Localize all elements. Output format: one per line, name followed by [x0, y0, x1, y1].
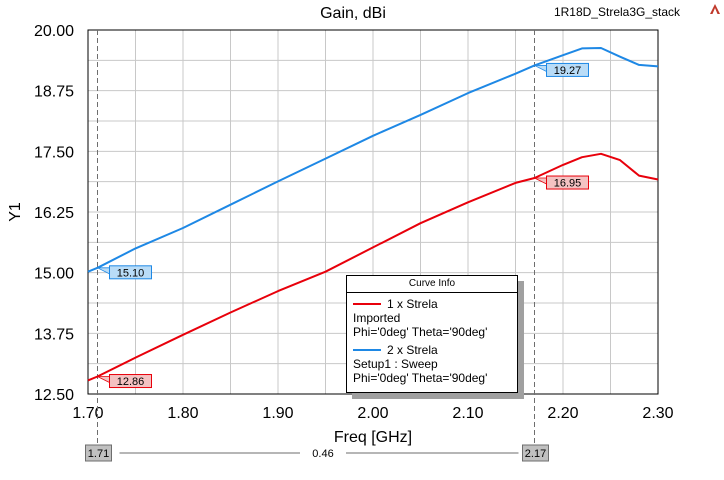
marker-box[interactable] — [546, 62, 589, 77]
marker-label: 16.95 — [554, 178, 582, 190]
y-tick-label: 20.00 — [34, 23, 74, 40]
y-tick-label: 12.50 — [34, 387, 74, 404]
legend-angles: Phi='0deg' Theta='90deg' — [353, 371, 488, 385]
cursor-handle-right[interactable] — [522, 444, 549, 462]
x-tick-label: 2.00 — [357, 405, 388, 422]
marker-box[interactable] — [546, 175, 589, 190]
y-tick-label: 18.75 — [34, 84, 74, 101]
series-line — [87, 47, 659, 273]
marker-pointer — [97, 376, 110, 384]
x-tick-label: 1.80 — [167, 405, 198, 422]
x-tick-label: 1.70 — [72, 405, 103, 422]
legend-shadow-bottom — [352, 393, 524, 399]
delta-backdrop — [300, 446, 346, 460]
x-ticks: 1.70 1.80 1.90 2.00 2.10 2.20 2.30 — [72, 405, 673, 422]
series-line — [87, 152, 659, 382]
x-tick-label: 2.10 — [452, 405, 483, 422]
cursor-bar[interactable]: 0.46 1.71 2.17 — [85, 444, 549, 462]
x-tick-label: 2.30 — [642, 405, 673, 422]
legend-series-name: 1 x Strela — [387, 297, 438, 311]
y-tick-label: 16.25 — [34, 205, 74, 222]
marker-pointer — [534, 65, 547, 73]
legend-source: Setup1 : Sweep — [353, 357, 438, 371]
y-ticks: 12.50 13.75 15.00 16.25 17.50 18.75 20.00 — [34, 23, 74, 404]
legend-series-name: 2 x Strela — [387, 343, 438, 357]
marker-label: 15.10 — [117, 267, 145, 279]
series-group — [87, 47, 659, 382]
marker-box[interactable] — [109, 265, 152, 280]
legend-shadow — [518, 281, 524, 399]
marker-box[interactable] — [109, 374, 152, 389]
legend-angles: Phi='0deg' Theta='90deg' — [353, 325, 488, 339]
cursor-value-left: 1.71 — [88, 448, 109, 460]
y-tick-label: 17.50 — [34, 144, 74, 161]
cursor-lines — [97, 30, 535, 452]
y-axis-label: Y1 — [7, 202, 24, 222]
legend-title: Curve Info — [347, 276, 517, 293]
x-tick-label: 1.90 — [262, 405, 293, 422]
chart-title: Gain, dBi — [320, 5, 386, 22]
cursor-handle-left[interactable] — [85, 444, 112, 462]
y-tick-label: 15.00 — [34, 266, 74, 283]
project-label: 1R18D_Strela3G_stack — [554, 5, 681, 19]
cursor-delta-label: 0.46 — [312, 448, 333, 460]
x-axis-label: Freq [GHz] — [334, 429, 412, 446]
legend-entry[interactable]: 2 x Strela Setup1 : Sweep Phi='0deg' The… — [347, 343, 517, 385]
logo-icon — [710, 4, 720, 14]
marker-label: 19.27 — [554, 65, 582, 77]
legend-source: Imported — [353, 311, 401, 325]
marker-label: 12.86 — [117, 376, 145, 388]
legend[interactable]: Curve Info 1 x Strela Imported Phi='0deg… — [346, 275, 518, 393]
y-tick-label: 13.75 — [34, 326, 74, 343]
legend-swatch — [353, 303, 381, 305]
legend-swatch — [353, 349, 381, 351]
cursor-value-right: 2.17 — [525, 448, 546, 460]
legend-entry[interactable]: 1 x Strela Imported Phi='0deg' Theta='90… — [347, 297, 517, 339]
marker-pointer — [534, 177, 547, 185]
x-tick-label: 2.20 — [547, 405, 578, 422]
marker-labels: 12.86 15.10 16.95 19.27 — [97, 62, 589, 389]
